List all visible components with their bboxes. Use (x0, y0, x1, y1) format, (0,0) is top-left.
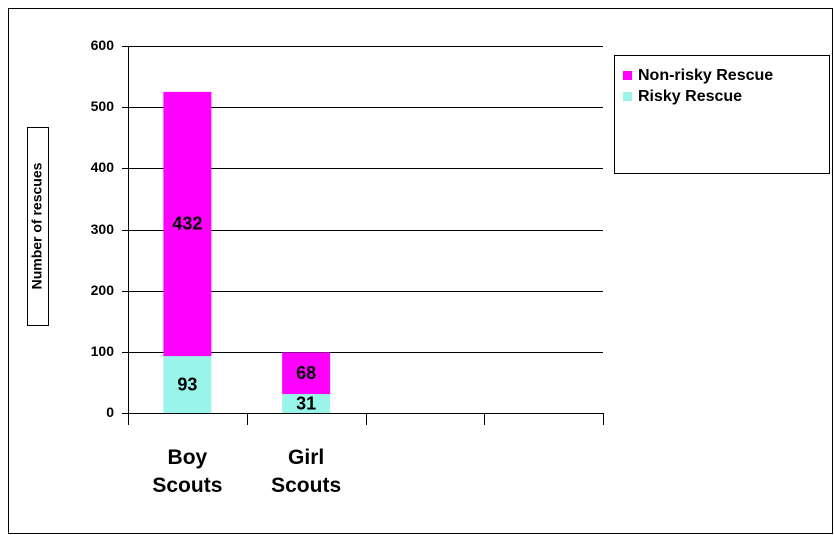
legend: Non-risky Rescue Risky Rescue (614, 55, 830, 174)
legend-item: Risky Rescue (621, 87, 823, 106)
y-tick-label: 400 (91, 159, 115, 175)
data-label: 93 (177, 374, 197, 394)
y-tick-label: 600 (91, 37, 115, 53)
legend-swatch (623, 92, 632, 101)
y-tick-label: 300 (91, 221, 115, 237)
bar-segment (163, 91, 212, 357)
data-label: 68 (296, 363, 316, 383)
y-tick-label: 100 (91, 343, 115, 359)
y-tick-label: 500 (91, 98, 115, 114)
y-axis-label-box (27, 127, 49, 326)
chart-border (8, 8, 833, 534)
legend-label: Non-risky Rescue (638, 67, 774, 84)
legend-item: Non-risky Rescue (621, 66, 823, 85)
y-tick-label: 0 (106, 404, 114, 420)
bar-segment (163, 356, 212, 413)
y-tick-label: 200 (91, 282, 115, 298)
data-label: 31 (296, 393, 316, 413)
x-tick-label: Girl Scouts (271, 446, 342, 497)
y-axis-label: Number of rescues (29, 162, 45, 289)
x-tick-label: Boy Scouts (152, 446, 223, 497)
bar-segment (282, 352, 331, 395)
legend-swatch (623, 71, 632, 80)
data-label: 432 (172, 214, 202, 234)
bar-segment (282, 394, 331, 413)
legend-label: Risky Rescue (638, 88, 743, 105)
